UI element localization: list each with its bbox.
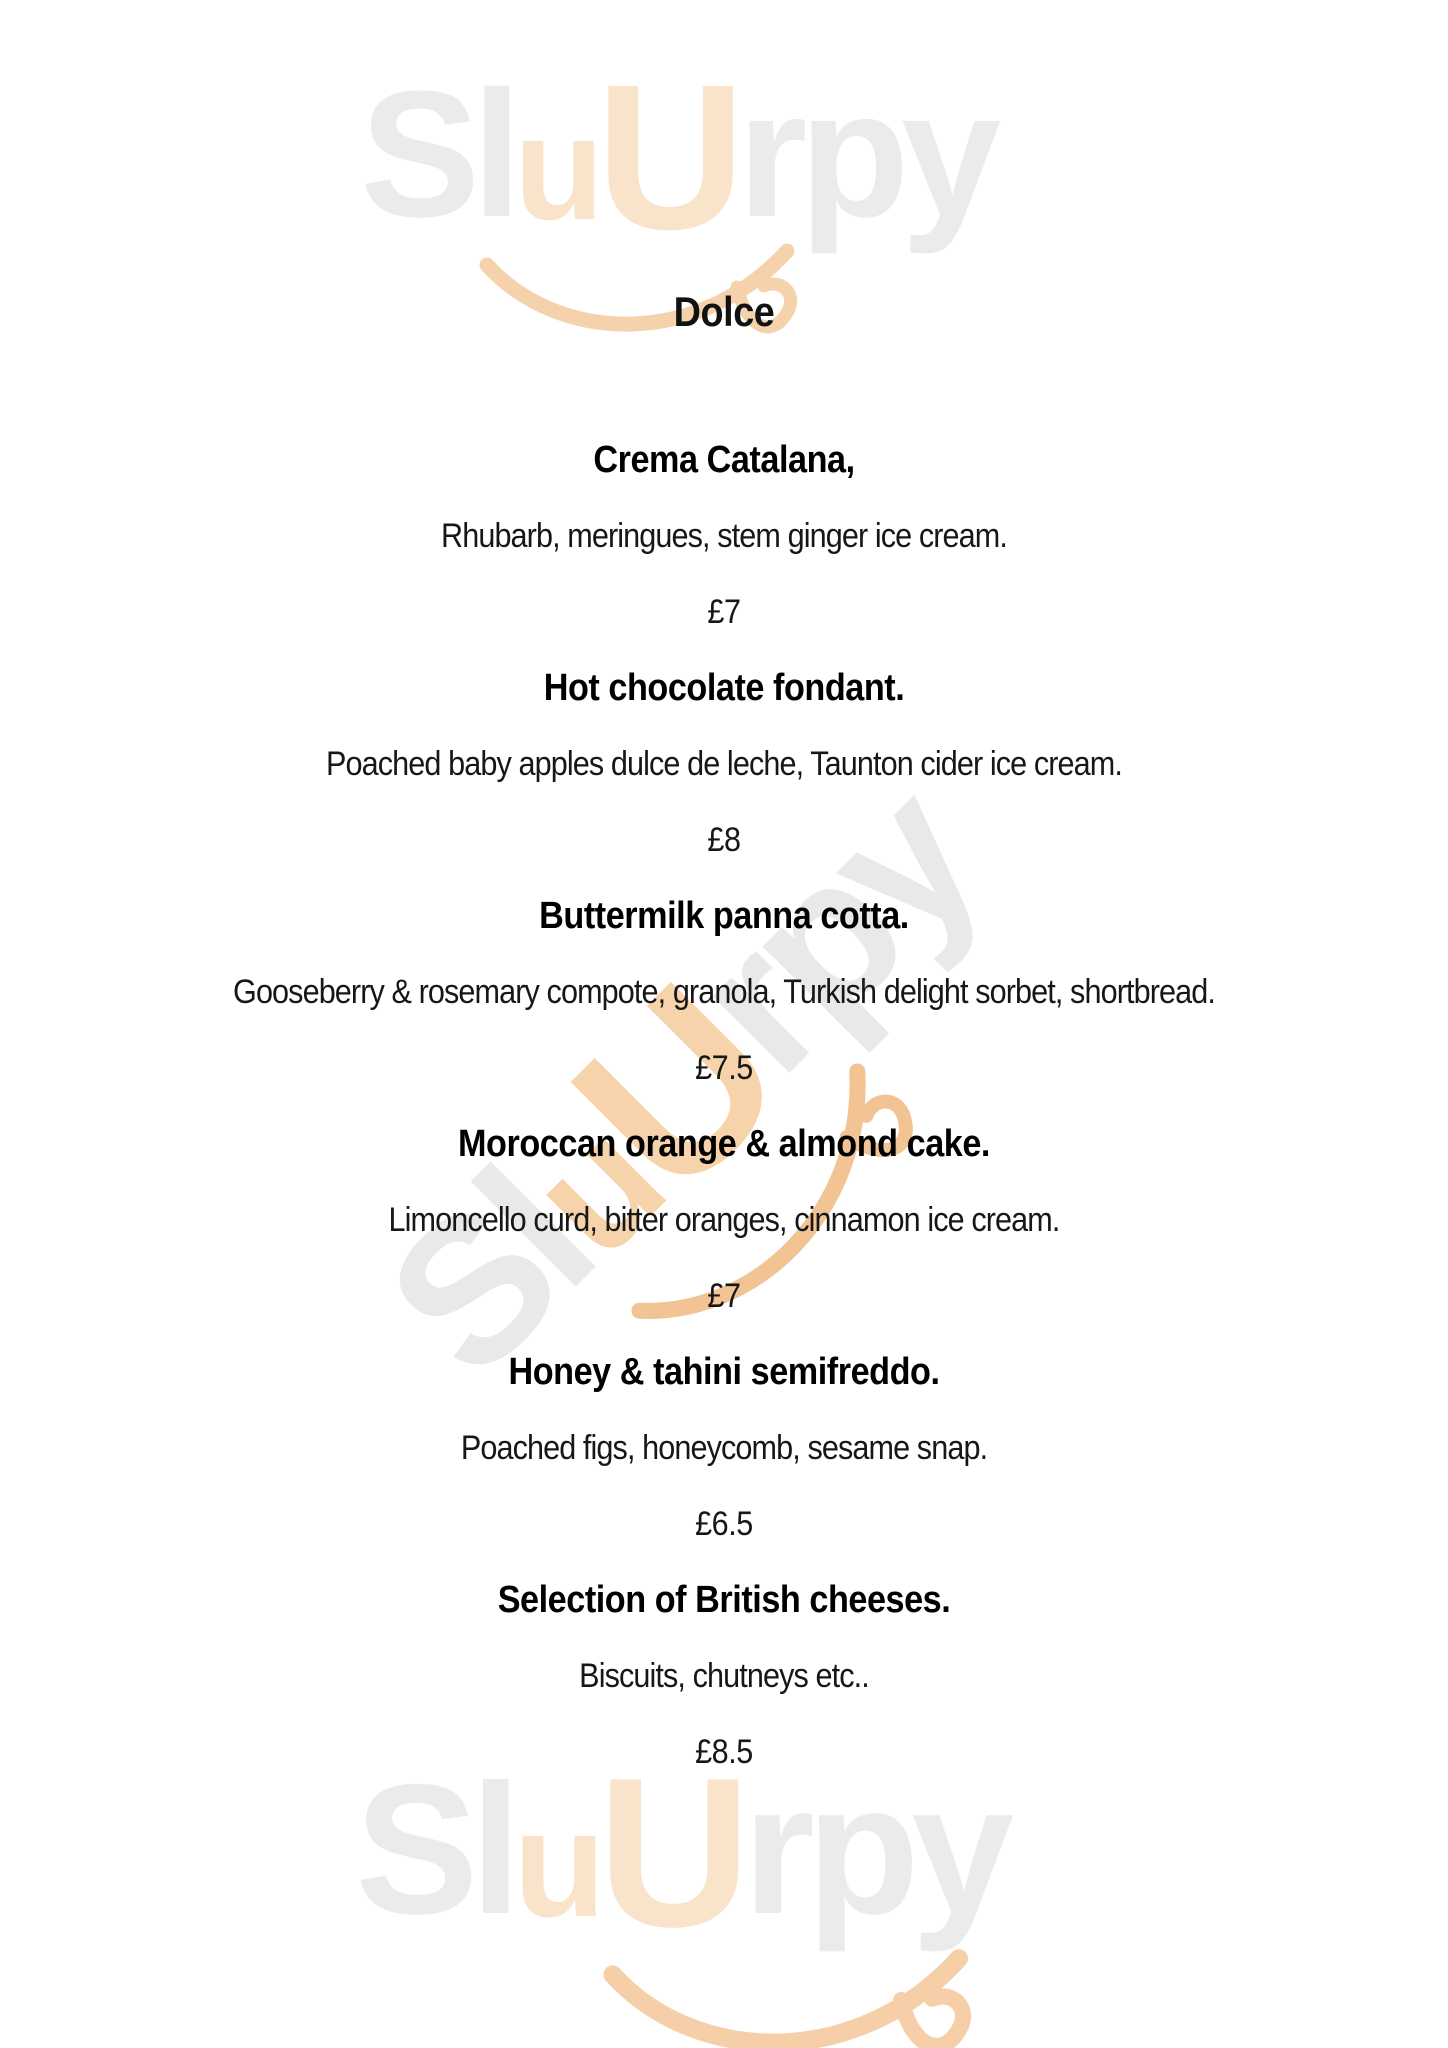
menu-item-description: Rhubarb, meringues, stem ginger ice crea… <box>441 517 1008 555</box>
menu-item-description: Poached figs, honeycomb, sesame snap. <box>460 1429 988 1467</box>
tongue-smile-icon <box>603 1949 971 2048</box>
menu-item-price: £8 <box>707 821 741 859</box>
menu-item-price: £7 <box>707 593 741 631</box>
menu-item-description: Poached baby apples dulce de leche, Taun… <box>326 745 1123 783</box>
page-title: Dolce <box>673 288 775 335</box>
menu-item-description: Biscuits, chutneys etc.. <box>579 1657 870 1695</box>
menu-item-name: Moroccan orange & almond cake. <box>458 1123 990 1165</box>
menu-item-name: Buttermilk panna cotta. <box>539 895 909 937</box>
menu-item-price: £6.5 <box>695 1505 753 1543</box>
logo-letters-rpy: rpy <box>737 54 1001 255</box>
menu-item-name: Selection of British cheeses. <box>497 1579 951 1621</box>
menu-item-price: £7 <box>707 1277 741 1315</box>
menu-item-name: Honey & tahini semifreddo. <box>508 1351 940 1393</box>
logo-letters-sl: Sl <box>360 54 522 255</box>
menu-item-name: Hot chocolate fondant. <box>543 667 905 709</box>
menu-item-description: Limoncello curd, bitter oranges, cinnamo… <box>388 1201 1061 1239</box>
menu-item-description: Gooseberry & rosemary compote, granola, … <box>233 973 1216 1011</box>
menu-item-price: £7.5 <box>695 1049 753 1087</box>
menu-item-name: Crema Catalana, <box>593 439 855 481</box>
menu-list: Crema Catalana, Rhubarb, meringues, stem… <box>0 422 1448 1790</box>
logo-letter-big-u: U <box>595 41 746 273</box>
logo-letter-u: u <box>513 85 604 251</box>
menu-item-price: £8.5 <box>695 1733 753 1771</box>
logo-letter-u: u <box>513 1780 606 1950</box>
sluurpy-logo-text: SluUrpy <box>360 53 1100 269</box>
